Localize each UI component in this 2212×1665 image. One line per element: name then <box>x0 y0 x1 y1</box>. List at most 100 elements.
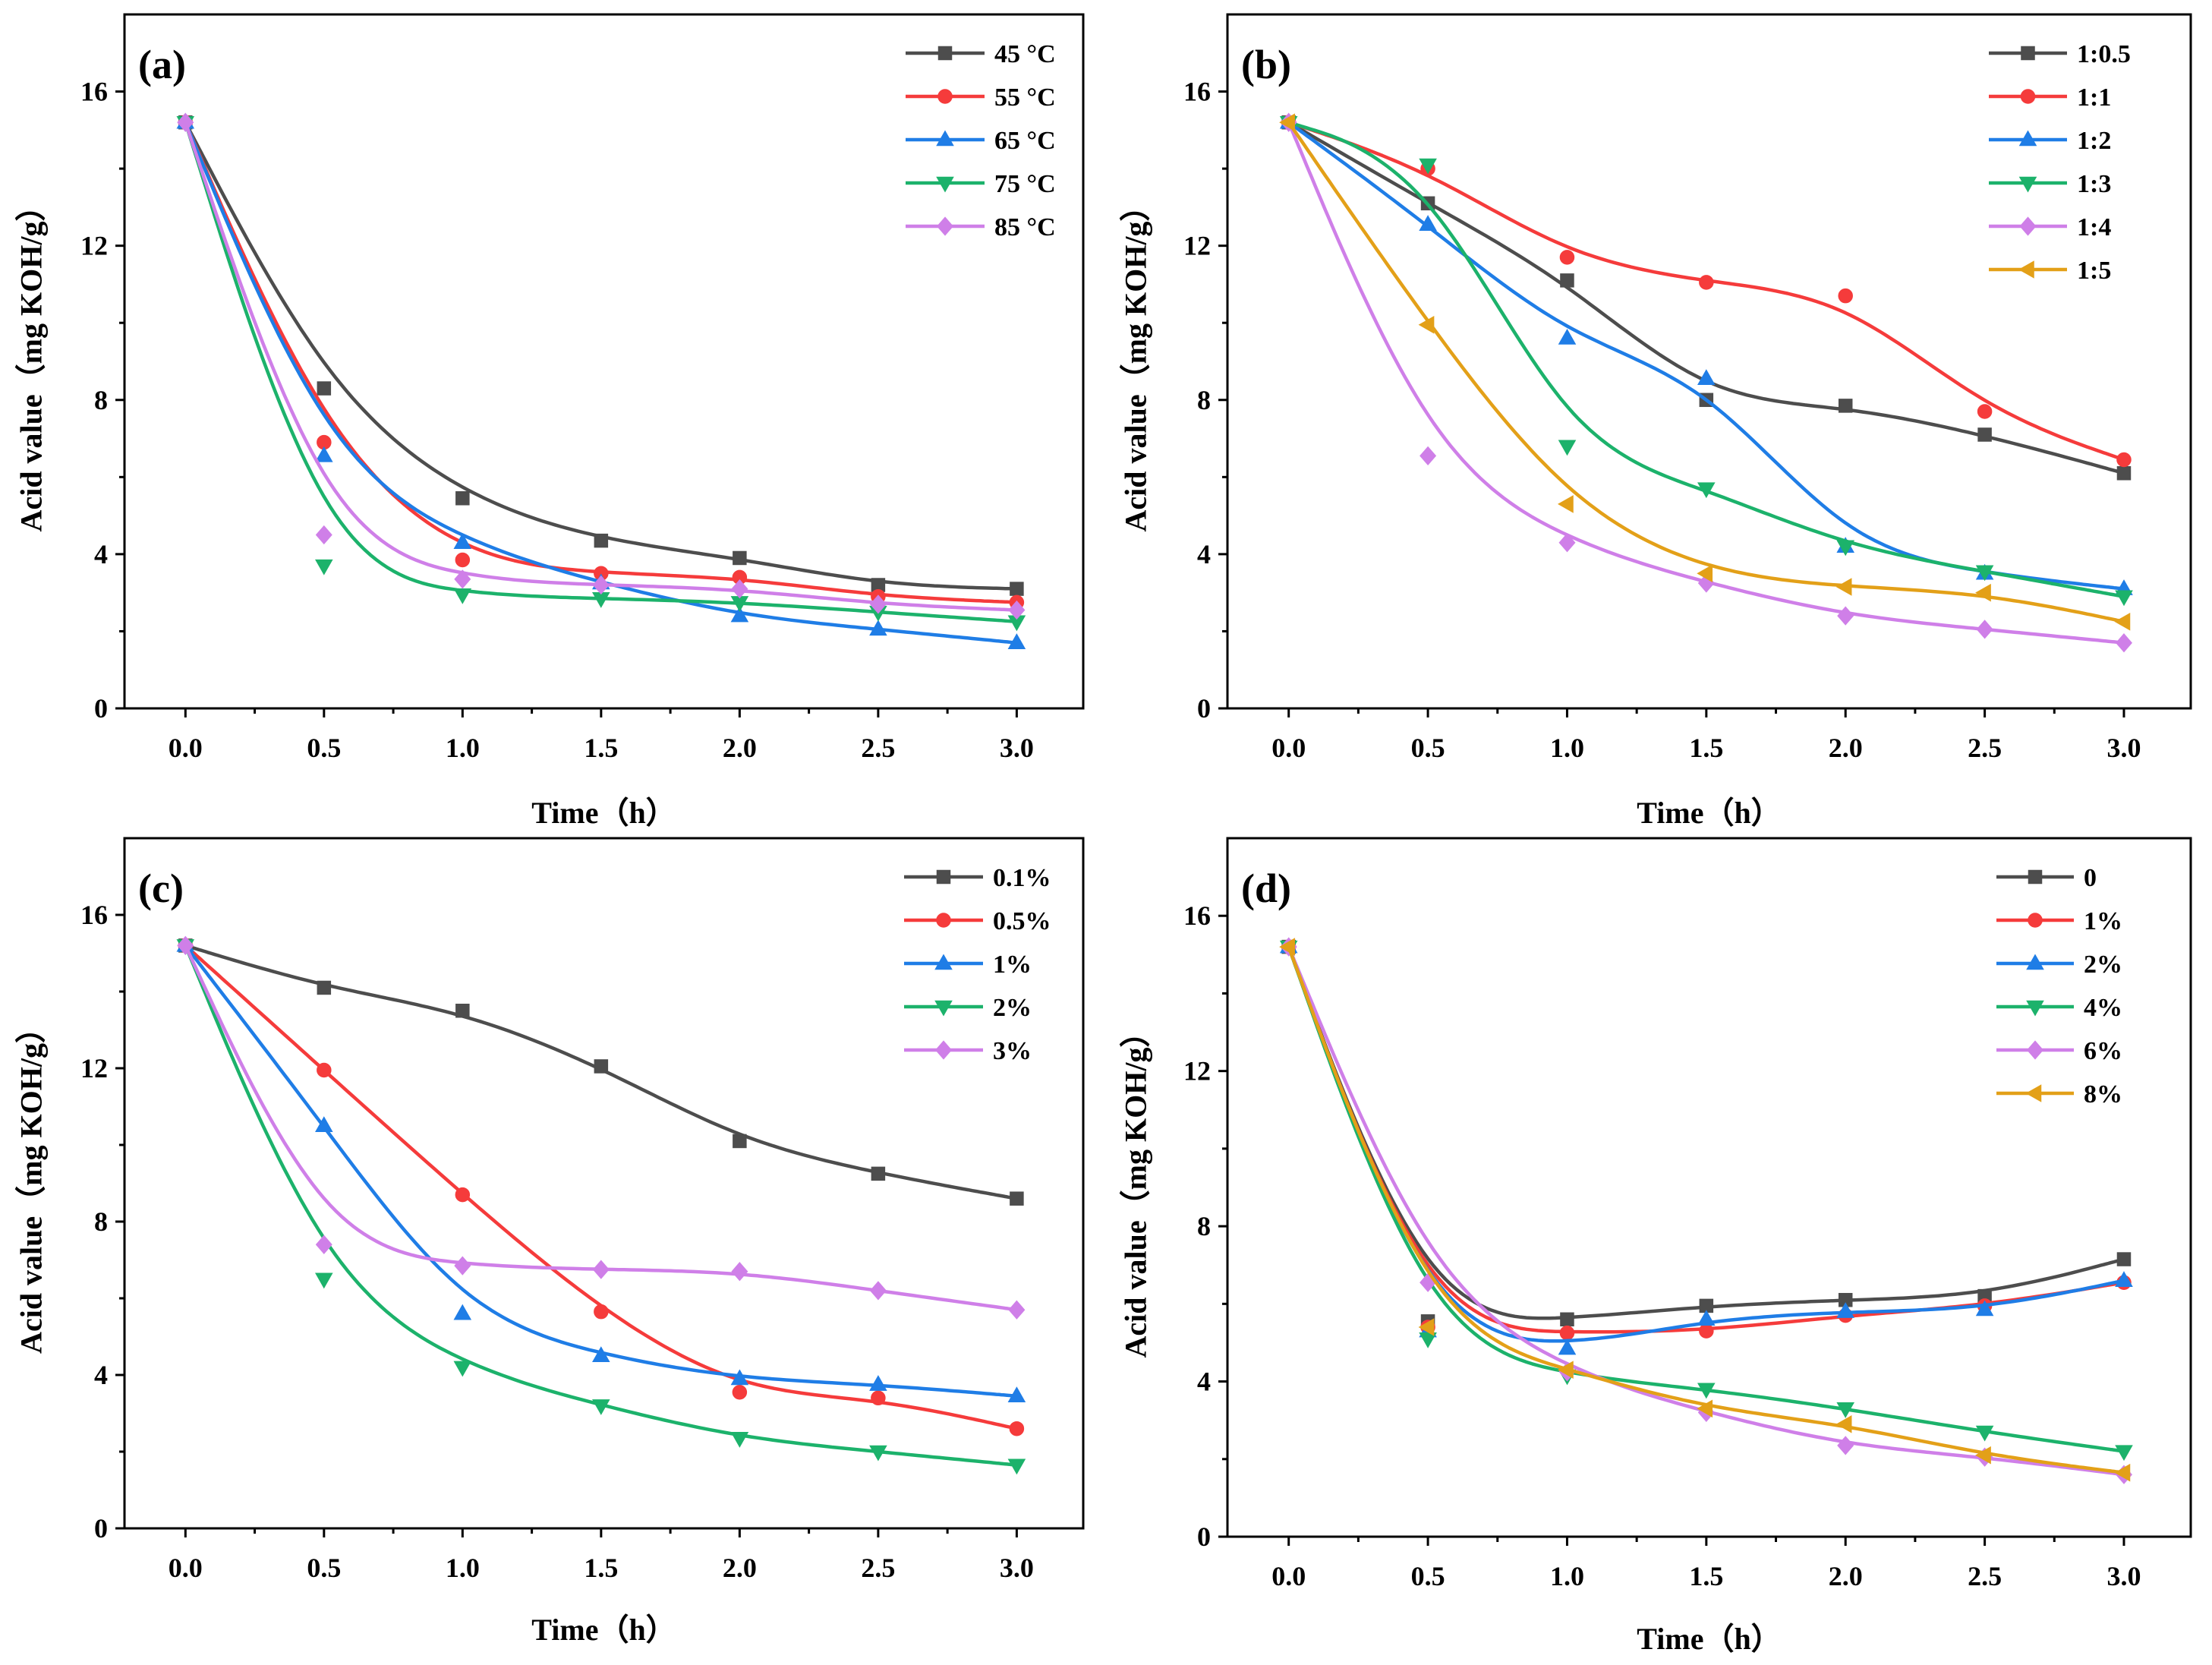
x-tick-label-d-4: 2.0 <box>1829 1561 1863 1591</box>
data-point-b-1-4-5 <box>1976 620 1993 639</box>
y-tick-label-b-1: 4 <box>1197 539 1211 569</box>
x-tick-label-b-5: 2.5 <box>1968 733 2002 763</box>
data-point-d-2-3 <box>1697 1310 1716 1326</box>
data-point-b-1-5-2 <box>1557 495 1574 513</box>
data-point-a-85-c-6 <box>1008 600 1026 620</box>
data-point-b-1-5-0 <box>1279 113 1295 131</box>
data-point-b-1-4-4 <box>1837 606 1854 626</box>
x-tick-label-c-5: 2.5 <box>861 1553 895 1583</box>
legend-label-b-1-5: 1:5 <box>2077 257 2111 285</box>
x-tick-label-a-5: 2.5 <box>861 733 895 763</box>
y-tick-label-a-2: 8 <box>94 385 108 415</box>
data-point-c-2-3 <box>592 1399 610 1415</box>
legend-item-c-2: 2% <box>904 994 1032 1022</box>
legend-label-c-0-1: 0.1% <box>993 864 1051 892</box>
data-point-a-85-c-5 <box>869 594 887 614</box>
x-axis-title-d: Time（h） <box>1637 1622 1781 1656</box>
series-a-75-c <box>176 115 1026 632</box>
legend-marker-b-1-1 <box>2020 89 2036 104</box>
data-point-c-1-2 <box>453 1304 472 1320</box>
legend-marker-b-1-5 <box>2018 260 2034 279</box>
data-point-c-2-6 <box>1007 1458 1026 1475</box>
legend-label-d-1: 1% <box>2084 907 2122 935</box>
series-line-d-1 <box>1287 944 2126 1334</box>
data-point-d-2-5 <box>1975 1300 1994 1317</box>
x-tick-label-c-1: 0.5 <box>307 1553 341 1583</box>
legend-item-b-1-1: 1:1 <box>1989 84 2111 112</box>
legend-item-b-1-3: 1:3 <box>1989 170 2111 198</box>
legend-marker-c-0-1 <box>936 869 951 885</box>
legend-item-d-1: 1% <box>1996 907 2122 935</box>
panel-a: 0.0 0.5 1.0 1.5 2.0 2.5 3.0 0 4 8 12 16 Time（h） Acid … <box>14 13 1085 830</box>
data-point-d-8-5 <box>1975 1446 1991 1465</box>
series-line-b-1-0-5 <box>1287 120 2126 475</box>
y-tick-label-b-0: 0 <box>1197 693 1211 724</box>
legend-label-d-0: 0 <box>2084 864 2097 892</box>
x-tick-label-a-0: 0.0 <box>169 733 203 763</box>
legend-marker-d-8 <box>2025 1084 2042 1102</box>
panel-d: 0.0 0.5 1.0 1.5 2.0 2.5 3.0 0 4 8 12 16 Time（h） Acid … <box>1119 837 2192 1656</box>
legend-label-a-85-c: 85 °C <box>994 213 1056 241</box>
data-point-b-1-5-1 <box>1418 316 1435 334</box>
y-tick-label-d-4: 16 <box>1183 900 1211 931</box>
data-point-a-55-c-2 <box>455 552 471 568</box>
legend-marker-b-1-0-5 <box>2021 46 2035 61</box>
data-point-b-1-5-6 <box>2114 613 2131 631</box>
data-point-c-3-2 <box>454 1256 471 1276</box>
legend-marker-c-0-5 <box>936 913 951 928</box>
data-point-c-0-1-4 <box>733 1134 747 1149</box>
data-point-a-75-c-2 <box>453 588 472 604</box>
series-c-0-1 <box>178 938 1024 1206</box>
panel-c: 0.0 0.5 1.0 1.5 2.0 2.5 3.0 0 4 8 12 16 Time（h） Acid … <box>14 837 1085 1647</box>
data-point-c-2-1 <box>315 1272 333 1289</box>
data-point-b-1-5-3 <box>1697 564 1713 583</box>
legend-label-b-1-3: 1:3 <box>2077 170 2111 198</box>
data-point-b-1-4-6 <box>2116 633 2132 653</box>
legend-item-b-1-2: 1:2 <box>1989 127 2111 155</box>
legend-item-a-45-c: 45 °C <box>906 40 1056 68</box>
x-tick-label-d-2: 1.0 <box>1550 1561 1584 1591</box>
data-point-d-4-4 <box>1836 1402 1854 1418</box>
legend-marker-a-85-c <box>937 216 953 236</box>
series-line-b-1-2 <box>1287 120 2126 591</box>
y-tick-label-a-1: 4 <box>94 539 108 569</box>
series-d-0 <box>1281 939 2132 1329</box>
y-axis-title-c: Acid value（mg KOH/g） <box>14 1013 49 1354</box>
data-point-c-3-1 <box>315 1235 332 1254</box>
data-point-c-0-5-5 <box>871 1390 886 1406</box>
legend-label-b-1-2: 1:2 <box>2077 127 2111 155</box>
x-tick-label-d-0: 0.0 <box>1271 1561 1306 1591</box>
legend-marker-c-3 <box>935 1040 952 1060</box>
data-point-c-0-1-3 <box>594 1059 609 1074</box>
legend-label-d-6: 6% <box>2084 1037 2122 1065</box>
legend-item-a-65-c: 65 °C <box>906 127 1056 155</box>
x-tick-label-a-2: 1.0 <box>446 733 480 763</box>
y-tick-label-b-4: 16 <box>1183 77 1211 107</box>
panel-label-c: (c) <box>138 866 184 911</box>
data-point-a-65-c-4 <box>730 606 749 623</box>
plot-frame-c <box>123 837 1085 1530</box>
legend-label-d-8: 8% <box>2084 1080 2122 1108</box>
series-c-3 <box>177 935 1026 1320</box>
data-point-a-85-c-3 <box>592 575 610 595</box>
series-line-c-3 <box>184 944 1019 1312</box>
legend-label-d-4: 4% <box>2084 994 2122 1022</box>
series-line-d-4 <box>1287 944 2126 1453</box>
data-point-d-2-2 <box>1558 1339 1577 1355</box>
x-tick-label-b-1: 0.5 <box>1411 733 1445 763</box>
data-point-b-1-3-2 <box>1558 440 1577 456</box>
data-point-c-0-5-4 <box>732 1384 748 1400</box>
series-line-d-0 <box>1287 944 2126 1320</box>
data-point-d-8-3 <box>1697 1399 1713 1418</box>
legend-label-c-0-5: 0.5% <box>993 907 1051 935</box>
legend-marker-d-0 <box>2028 869 2043 885</box>
data-point-b-1-2-1 <box>1419 215 1437 231</box>
data-point-c-0-1-2 <box>455 1004 470 1018</box>
data-point-b-1-4-2 <box>1558 533 1576 553</box>
data-point-b-1-1-5 <box>1977 404 1993 419</box>
data-point-d-8-6 <box>2114 1463 2131 1482</box>
legend-d: 0 1% 2% 4% 6% 8% <box>1996 864 2122 1108</box>
x-tick-label-b-6: 3.0 <box>2106 733 2141 763</box>
y-tick-label-c-3: 12 <box>80 1053 108 1083</box>
